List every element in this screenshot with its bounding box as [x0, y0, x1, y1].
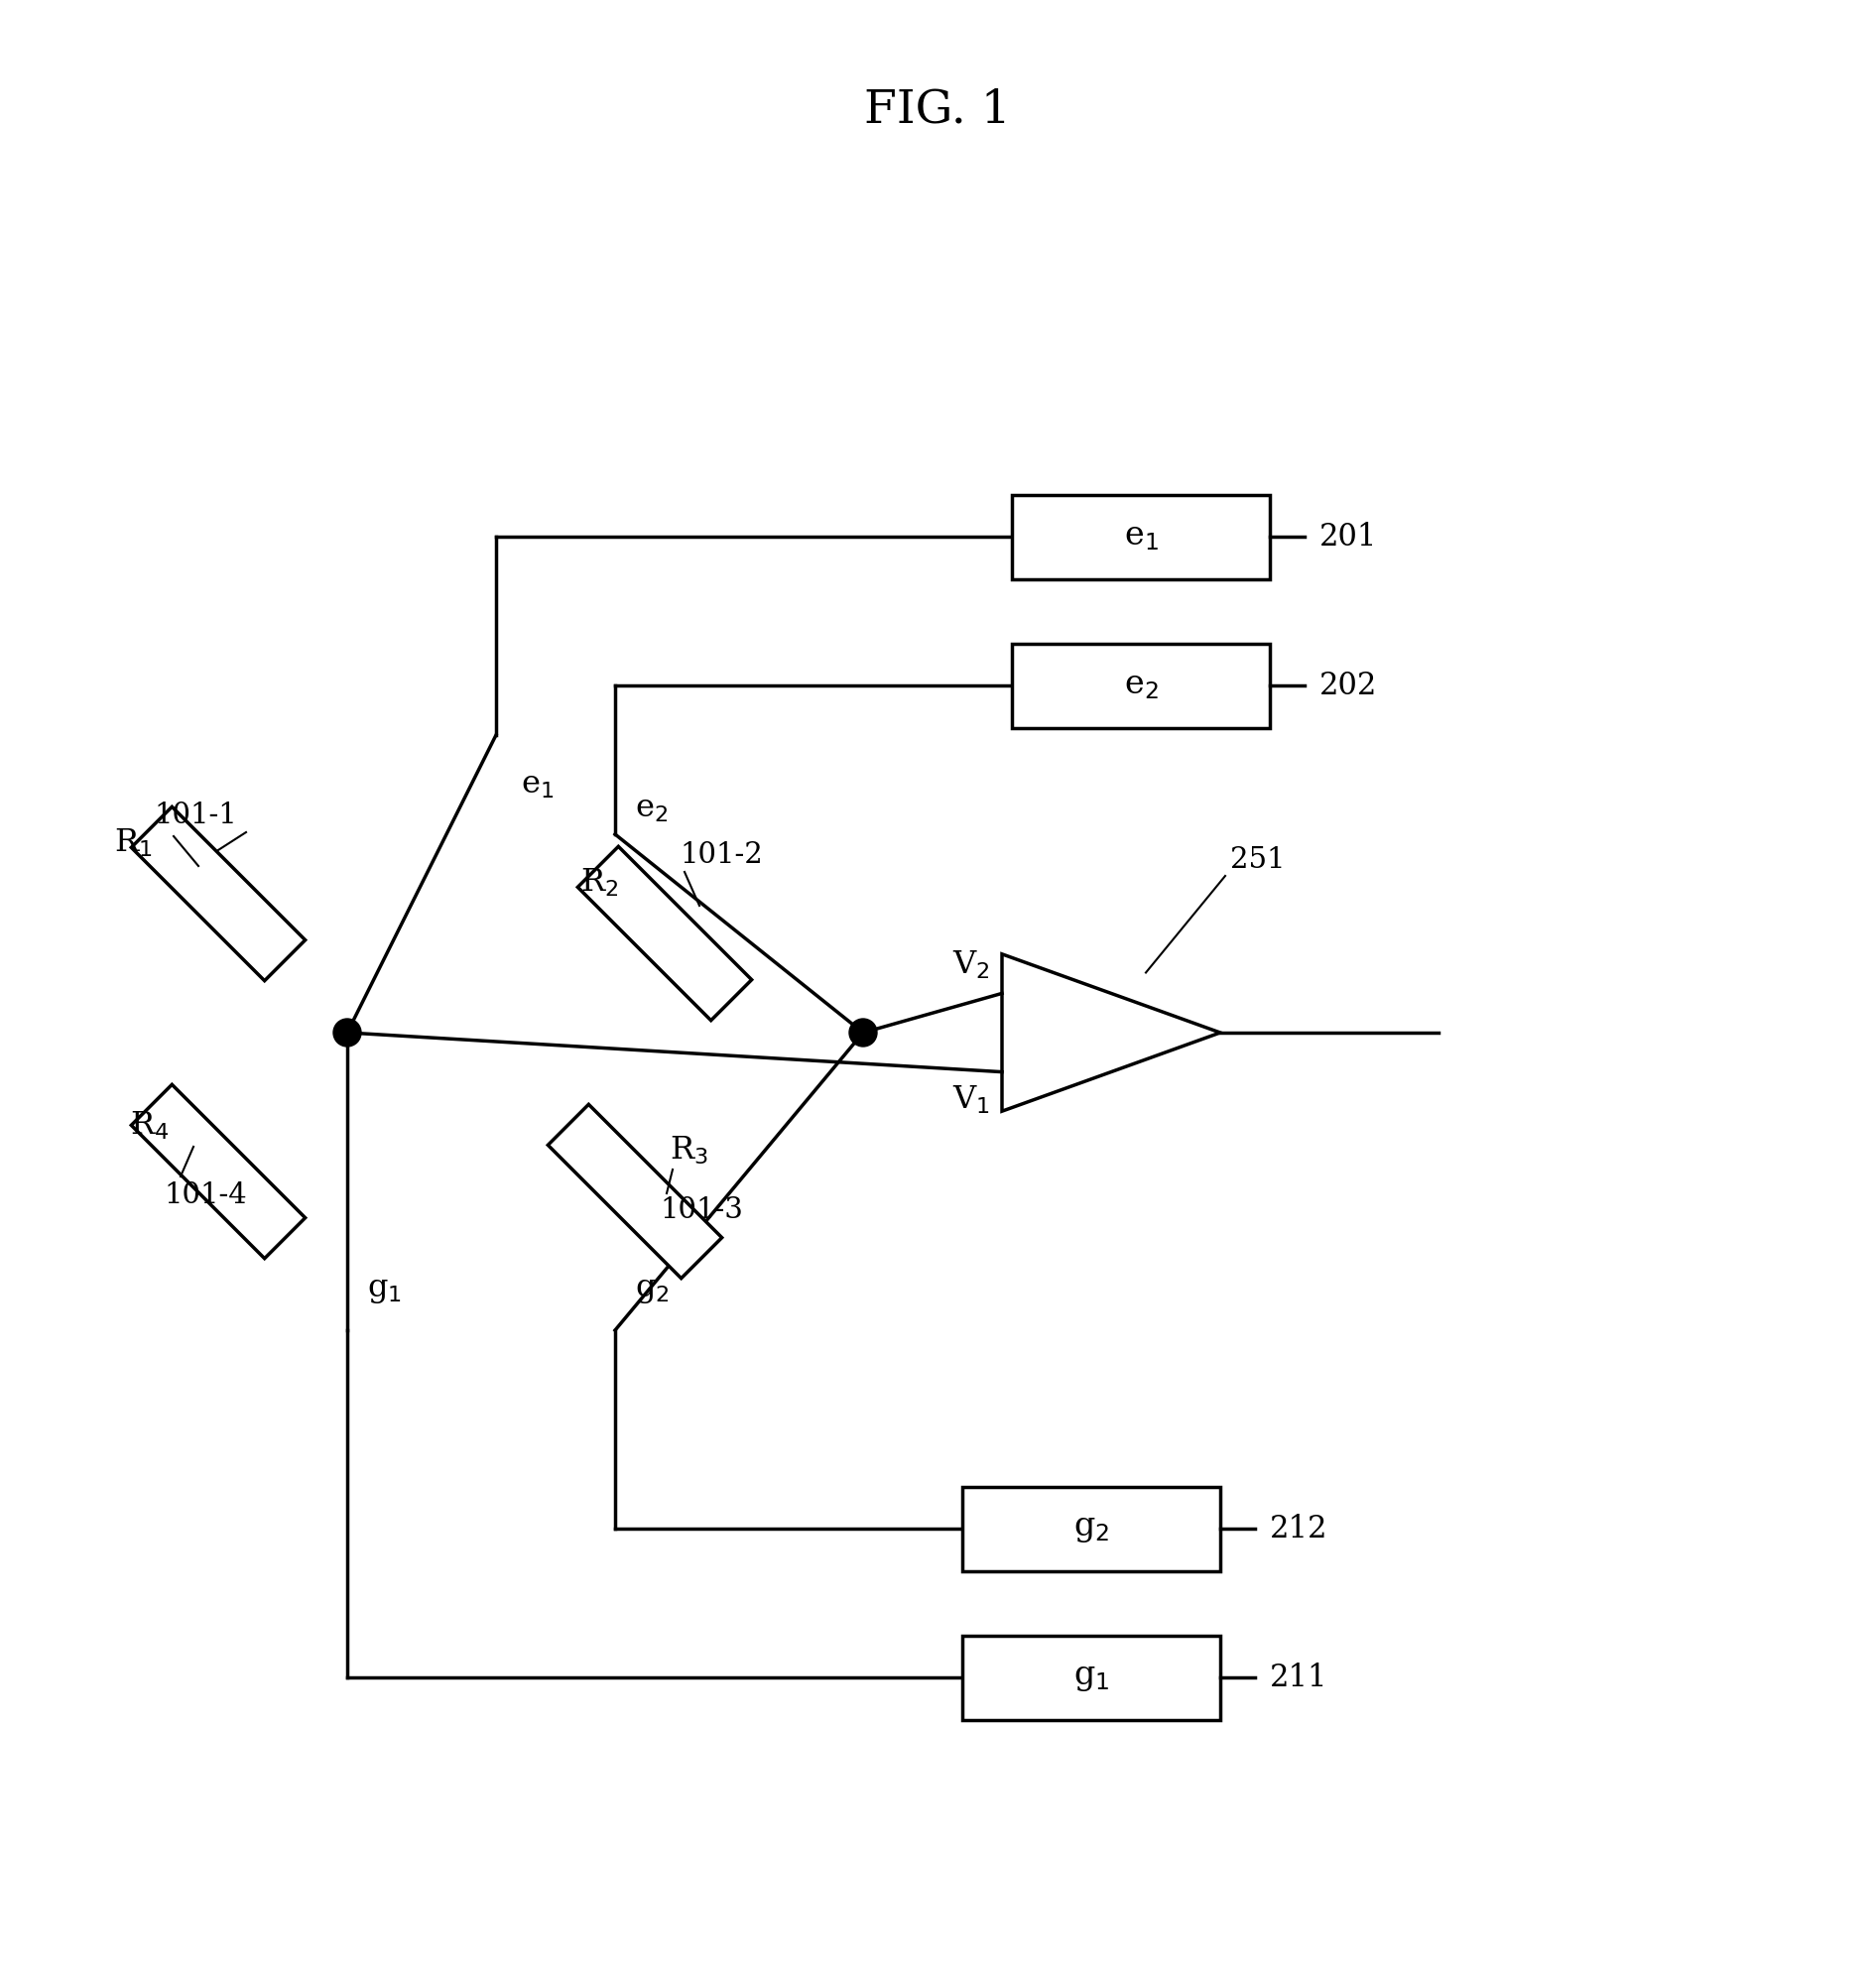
Bar	[1011, 494, 1270, 579]
Text: R$_3$: R$_3$	[670, 1134, 707, 1167]
Text: 251: 251	[1231, 845, 1285, 873]
Polygon shape	[131, 1084, 306, 1258]
Text: V$_1$: V$_1$	[953, 1084, 991, 1116]
Text: g$_2$: g$_2$	[634, 1274, 670, 1305]
Circle shape	[850, 1019, 876, 1047]
Text: 211: 211	[1270, 1663, 1328, 1693]
Polygon shape	[131, 806, 306, 982]
Polygon shape	[548, 1104, 722, 1278]
Polygon shape	[578, 847, 752, 1021]
Text: FIG. 1: FIG. 1	[865, 87, 1011, 132]
Text: e$_1$: e$_1$	[1124, 521, 1157, 553]
Text: R$_2$: R$_2$	[580, 867, 619, 899]
Text: 101-2: 101-2	[679, 841, 764, 869]
Text: 101-1: 101-1	[154, 802, 236, 829]
Text: R$_4$: R$_4$	[129, 1110, 169, 1142]
Text: V$_2$: V$_2$	[953, 950, 991, 982]
Bar	[962, 1487, 1219, 1570]
Bar	[962, 1635, 1219, 1720]
Bar	[1011, 644, 1270, 727]
Circle shape	[334, 1019, 360, 1047]
Text: g$_1$: g$_1$	[1073, 1661, 1109, 1693]
Text: 101-4: 101-4	[163, 1181, 248, 1209]
Text: e$_2$: e$_2$	[634, 794, 668, 824]
Text: 101-3: 101-3	[660, 1197, 743, 1224]
Text: g$_2$: g$_2$	[1073, 1513, 1109, 1544]
Text: 212: 212	[1270, 1513, 1328, 1544]
Text: R$_1$: R$_1$	[114, 828, 152, 859]
Text: e$_2$: e$_2$	[1124, 670, 1157, 701]
Text: 201: 201	[1319, 521, 1377, 553]
Text: e$_1$: e$_1$	[522, 770, 553, 800]
Text: g$_1$: g$_1$	[368, 1274, 401, 1305]
Text: 202: 202	[1319, 670, 1377, 701]
